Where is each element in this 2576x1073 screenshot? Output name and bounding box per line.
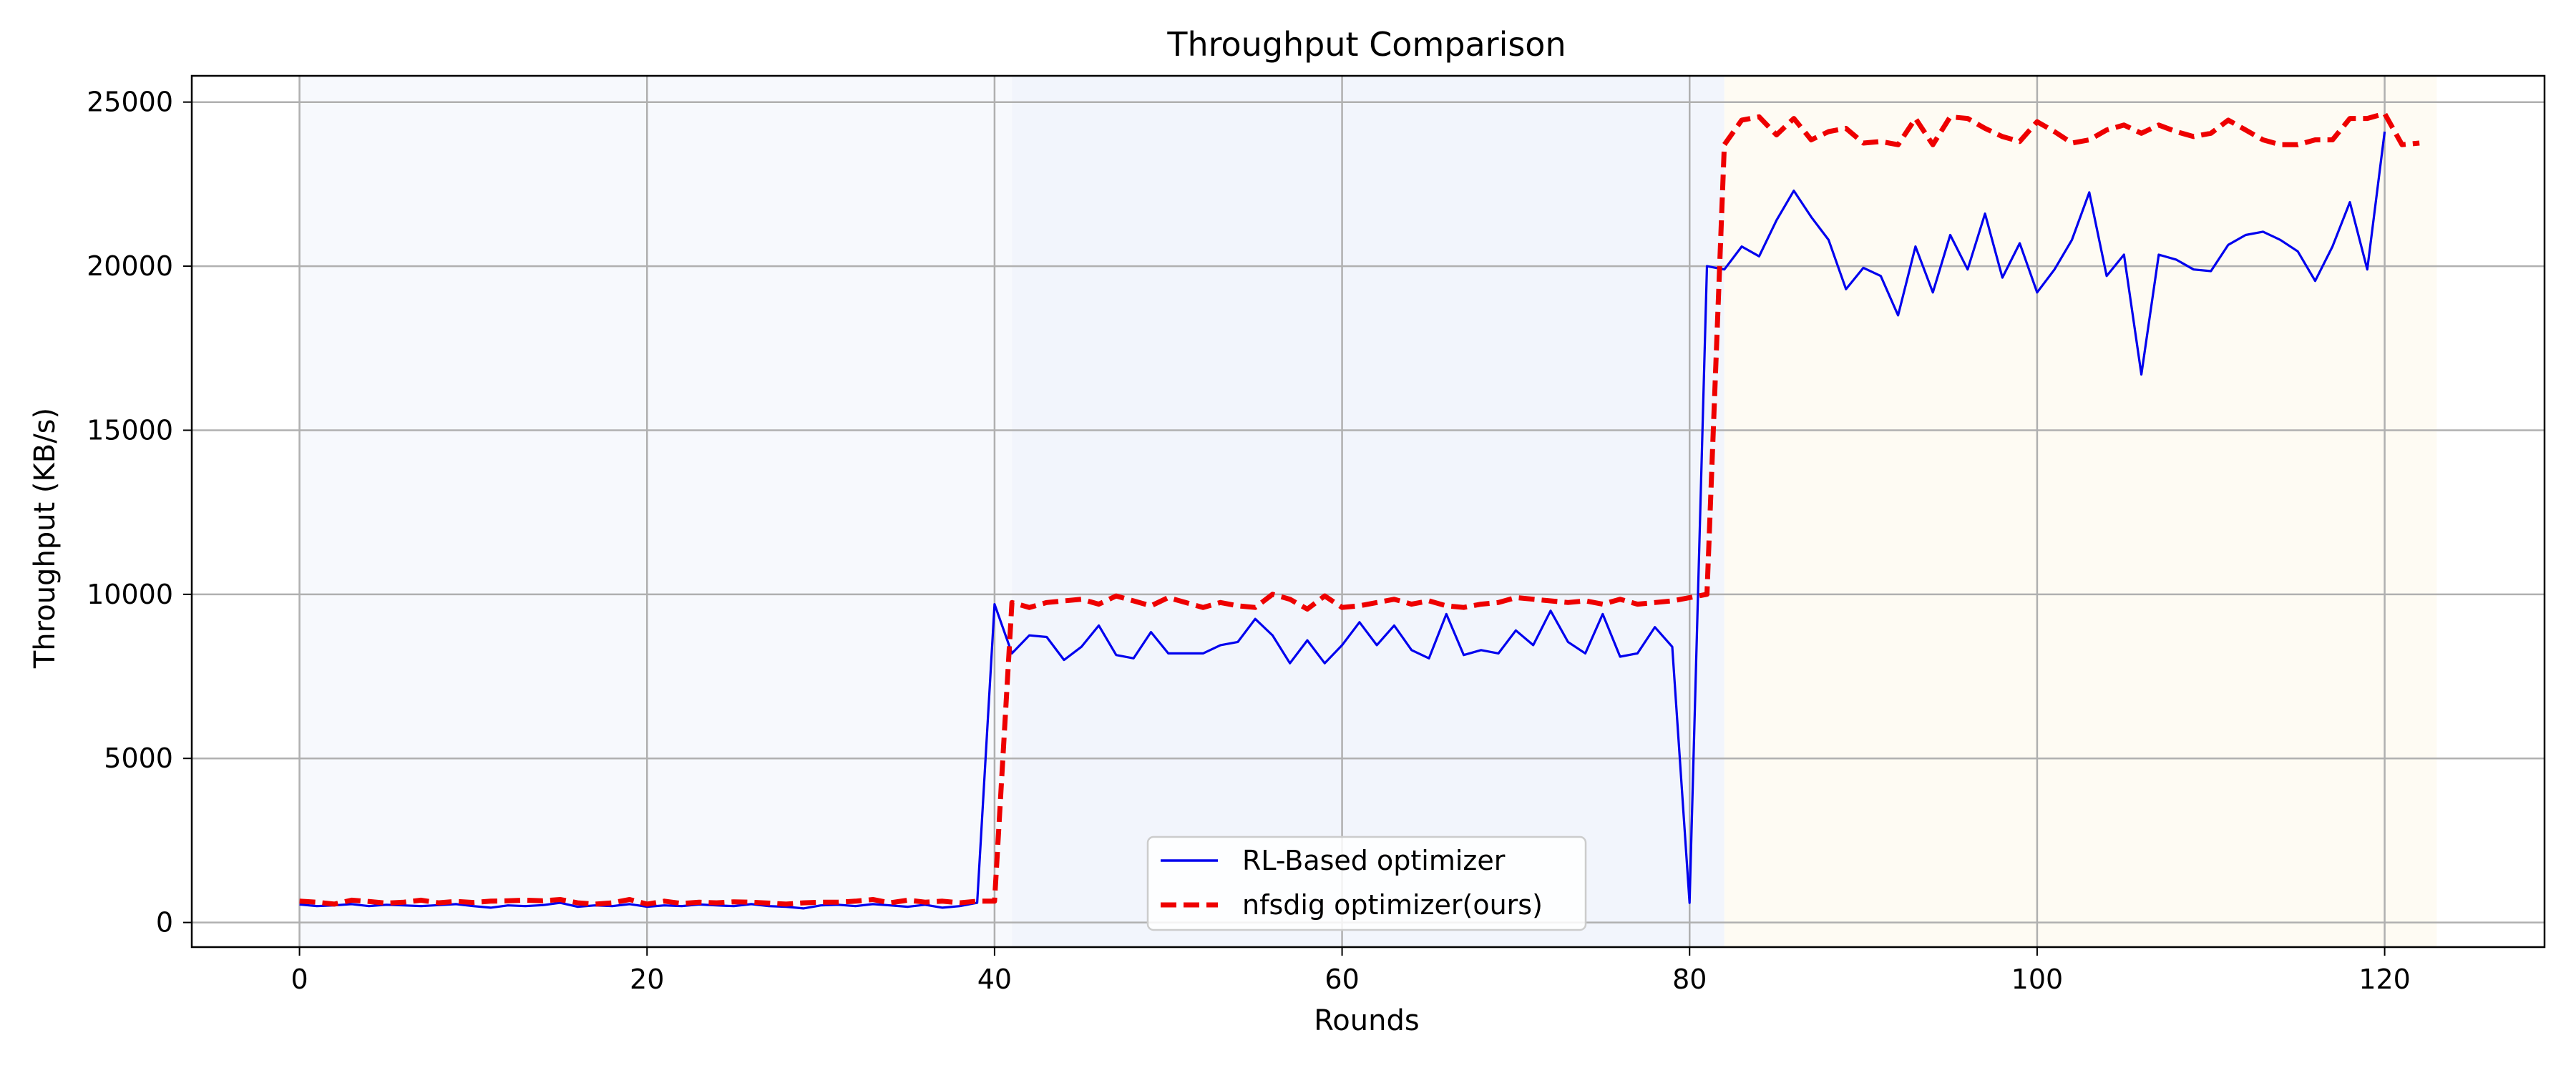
background-region-3 (1724, 76, 2437, 947)
legend-label-nfsdig: nfsdig optimizer(ours) (1242, 889, 1543, 921)
background-region-2 (1012, 76, 1724, 947)
x-tick-label: 100 (2011, 964, 2064, 995)
y-tick-label: 5000 (104, 743, 173, 774)
plot-frame (190, 74, 2546, 949)
legend-box (1146, 836, 1587, 931)
series-line-rl-based (299, 131, 2386, 910)
x-tick-label: 40 (977, 964, 1012, 995)
x-tick-label: 20 (630, 964, 664, 995)
series-layer (299, 111, 2420, 910)
axis-ticks: 0 20 40 60 80 100 120 0 5000 10000 15000 20000 25000 (87, 87, 2411, 995)
legend: RL-Based optimizer nfsdig optimizer(ours… (1146, 836, 1587, 931)
background-region-1 (299, 76, 1013, 947)
y-tick-label: 25000 (87, 87, 173, 118)
chart-title: Throughput Comparison (1166, 25, 1566, 64)
x-tick-label: 60 (1324, 964, 1359, 995)
x-tick-label: 80 (1672, 964, 1707, 995)
y-tick-label: 20000 (87, 250, 173, 282)
series-line-nfsdig (299, 111, 2420, 907)
x-axis-label: Rounds (1314, 1004, 1419, 1037)
y-axis-label: Throughput (KB/s) (29, 408, 62, 669)
x-tick-label: 120 (2358, 964, 2411, 995)
background-regions (299, 76, 2437, 947)
legend-label-rl: RL-Based optimizer (1242, 845, 1506, 876)
x-tick-label: 0 (291, 964, 308, 995)
grid-lines (192, 76, 2545, 947)
y-tick-label: 0 (156, 907, 173, 939)
y-tick-label: 10000 (87, 579, 173, 610)
y-tick-label: 15000 (87, 414, 173, 446)
